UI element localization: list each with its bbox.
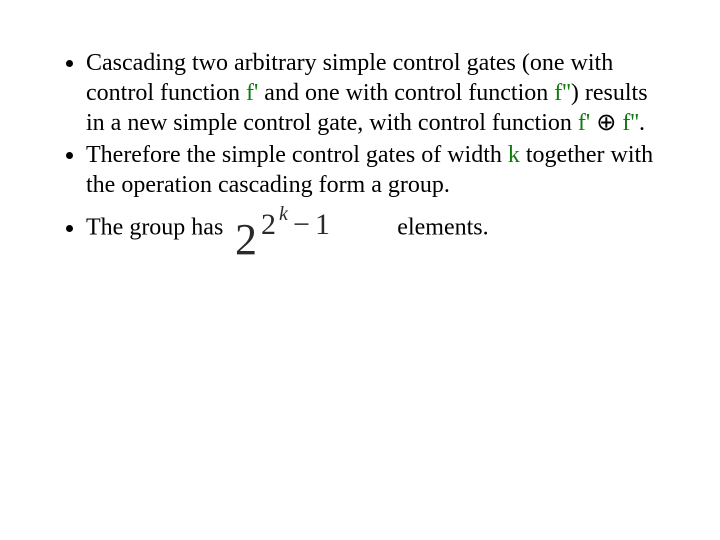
bullet-2: Therefore the simple control gates of wi…: [86, 140, 662, 200]
bullet-3: The group has 2 2 k − 1 elements.: [86, 202, 662, 256]
formula-sup-exp: k: [279, 206, 289, 225]
formula-minus: −: [293, 208, 310, 241]
b2-text-1: Therefore the simple control gates of wi…: [86, 142, 508, 168]
b1-fprime-2: f': [578, 110, 590, 136]
formula-svg: 2 2 k − 1: [235, 206, 385, 260]
b1-oplus: ⊕: [590, 110, 622, 136]
b1-fdoubleprime: f'': [554, 80, 571, 106]
formula-one: 1: [315, 208, 330, 241]
formula-2pow2k-1: 2 2 k − 1: [235, 206, 385, 260]
b1-fdoubleprime-2: f'': [622, 110, 639, 136]
slide-body: Cascading two arbitrary simple control g…: [0, 0, 720, 256]
bullet-1: Cascading two arbitrary simple control g…: [86, 48, 662, 138]
b3-text-2: elements.: [397, 215, 488, 241]
bullet-list: Cascading two arbitrary simple control g…: [58, 48, 662, 256]
b1-text-2: and one with control function: [258, 80, 554, 106]
b1-fprime: f': [246, 80, 258, 106]
formula-base: 2: [235, 215, 257, 260]
b1-text-4: .: [639, 110, 645, 136]
formula-sup-base: 2: [261, 208, 276, 241]
b3-text-1: The group has: [86, 215, 229, 241]
b2-k: k: [508, 142, 520, 168]
